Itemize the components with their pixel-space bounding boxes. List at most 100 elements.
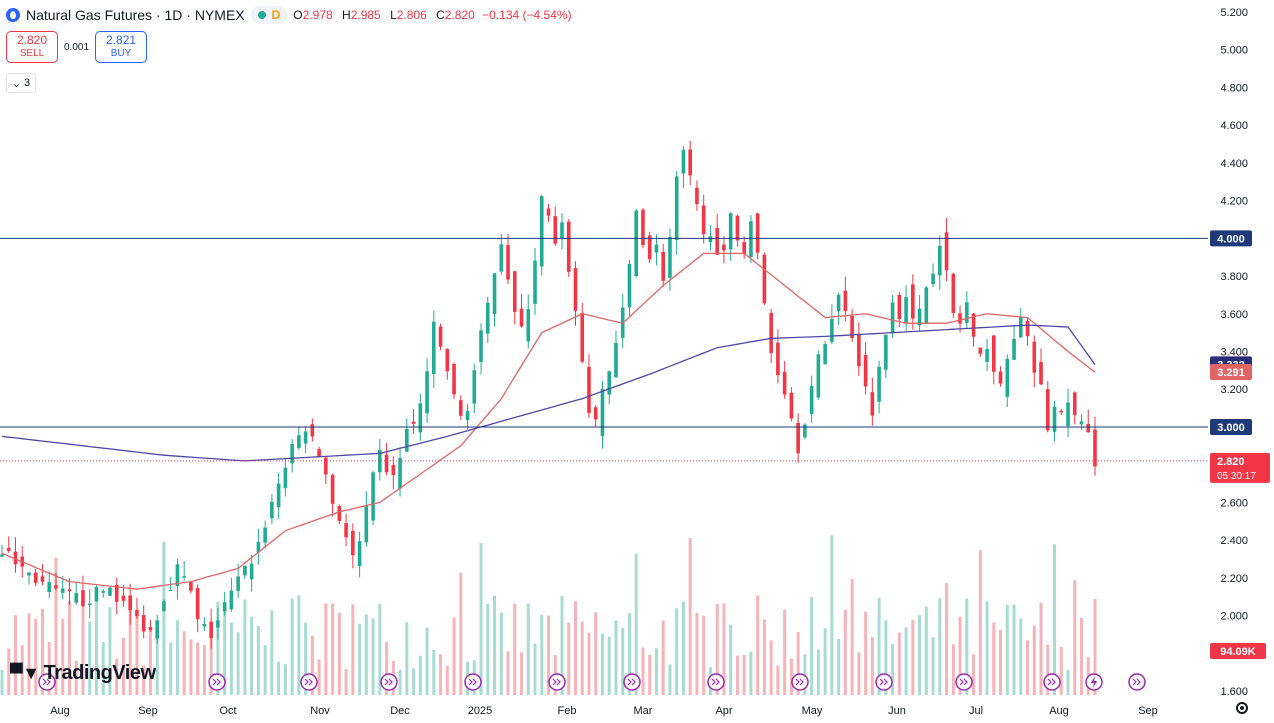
candle-body <box>384 454 389 473</box>
candle <box>681 146 686 189</box>
candle <box>1005 354 1010 407</box>
candle <box>222 591 227 616</box>
sell-button[interactable]: 2.820 SELL <box>6 31 58 63</box>
candle <box>749 215 753 264</box>
y-tick-label: 2.000 <box>1220 611 1248 623</box>
candle-body <box>263 527 267 543</box>
volume-bar <box>148 627 152 695</box>
tradingview-logo[interactable]: ▀▼ TradingView <box>10 662 156 685</box>
volume-bar <box>675 608 679 695</box>
candle <box>1018 307 1023 338</box>
settings-gear-icon[interactable] <box>1236 702 1248 714</box>
candle <box>1059 409 1064 415</box>
candle-body <box>351 530 355 556</box>
candle <box>94 583 99 602</box>
x-tick-label: May <box>802 705 823 717</box>
candle-body <box>121 595 126 601</box>
candle-body <box>276 483 281 508</box>
y-tick-label: 4.400 <box>1220 158 1248 170</box>
volume-bar <box>256 625 260 695</box>
volume-bar <box>506 651 510 695</box>
candle-body <box>1086 423 1091 433</box>
volume-bar <box>34 618 38 695</box>
candle <box>769 308 773 363</box>
indicators-toggle[interactable]: ⌄ 3 <box>6 73 36 93</box>
candle-body <box>0 554 4 557</box>
volume-bar <box>661 620 665 695</box>
event-marker-icon[interactable] <box>1043 673 1061 691</box>
volume-bar <box>789 658 793 695</box>
hline-price-tag-bg <box>1210 230 1252 247</box>
candle <box>560 213 564 250</box>
event-marker-circle <box>623 673 641 691</box>
event-marker-arrows <box>1047 678 1056 686</box>
candle <box>965 291 969 329</box>
event-marker-icon[interactable] <box>1128 673 1146 691</box>
candle <box>384 442 389 476</box>
candle <box>688 140 692 186</box>
volume-bar <box>162 541 166 695</box>
event-marker-icon[interactable] <box>791 673 809 691</box>
candle <box>985 338 989 372</box>
candle <box>614 330 618 378</box>
candle <box>40 564 45 586</box>
volume-bar <box>742 654 746 695</box>
volume-bar <box>641 647 645 695</box>
candle <box>593 405 598 427</box>
x-tick-label: Aug <box>50 705 70 717</box>
event-marker-icon[interactable] <box>875 673 893 691</box>
event-marker-arrows <box>879 678 888 686</box>
candle-body <box>674 176 679 241</box>
candle-body <box>553 216 558 244</box>
event-marker-circle <box>208 673 226 691</box>
candle <box>378 438 382 481</box>
candle-body <box>411 421 416 424</box>
candle <box>553 206 558 247</box>
candle-body <box>108 587 112 596</box>
candle <box>971 312 976 347</box>
volume-bar <box>715 603 719 695</box>
volume-bar <box>648 654 652 695</box>
candle <box>472 363 477 413</box>
candle <box>991 334 996 385</box>
candle-body <box>776 342 780 376</box>
volume-bar <box>904 627 908 695</box>
market-status[interactable]: D <box>250 6 288 24</box>
candle-body <box>533 260 537 304</box>
volume-bar <box>857 652 861 695</box>
event-marker-icon[interactable] <box>955 673 973 691</box>
candle <box>566 219 571 277</box>
buy-button[interactable]: 2.821 BUY <box>95 31 148 63</box>
event-marker-icon[interactable] <box>623 673 641 691</box>
volume-bar <box>223 605 227 695</box>
candle-body <box>81 590 85 607</box>
event-marker-icon[interactable] <box>38 673 56 691</box>
event-marker-icon[interactable] <box>707 673 725 691</box>
volume-bar <box>526 603 530 695</box>
candle-body <box>6 547 11 551</box>
x-tick-label: Nov <box>310 705 330 717</box>
volume-bar <box>277 661 281 695</box>
volume-bar <box>951 644 955 695</box>
candle <box>371 470 375 526</box>
candle <box>47 571 52 599</box>
volume-bar <box>189 639 193 695</box>
candle <box>195 584 200 633</box>
candle-body <box>40 576 45 582</box>
event-marker-circle <box>548 673 566 691</box>
candle-body <box>458 400 463 416</box>
event-marker-icon[interactable] <box>548 673 566 691</box>
volume-bar <box>493 595 497 695</box>
y-tick-label: 4.200 <box>1220 196 1248 208</box>
symbol-title[interactable]: Natural Gas Futures · 1D · NYMEX <box>26 7 245 23</box>
candle-body <box>236 576 240 591</box>
event-marker-circle <box>1128 673 1146 691</box>
event-marker-icon[interactable] <box>464 673 482 691</box>
event-marker-icon[interactable] <box>208 673 226 691</box>
candle <box>33 568 38 587</box>
volume-bar <box>938 598 942 695</box>
event-marker-icon[interactable] <box>380 673 398 691</box>
y-tick-label: 5.000 <box>1220 45 1248 57</box>
event-marker-icon[interactable] <box>300 673 318 691</box>
